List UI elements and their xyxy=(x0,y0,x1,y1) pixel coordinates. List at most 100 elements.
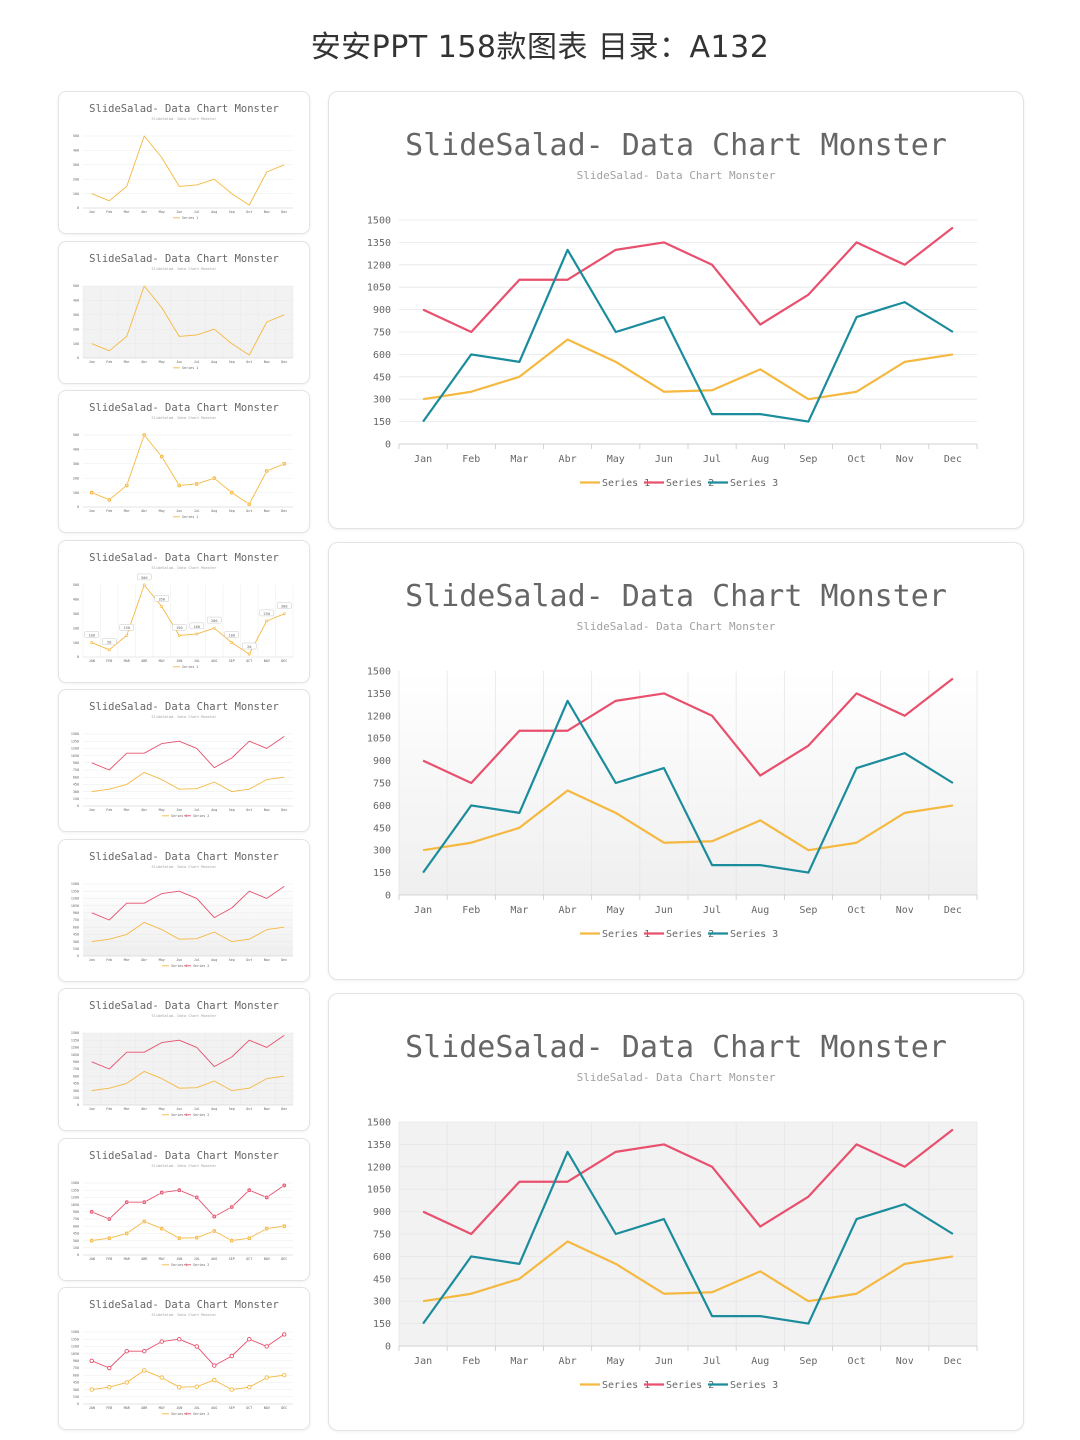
data-label: 160 xyxy=(194,625,201,629)
x-tick-label: Oct xyxy=(848,454,866,465)
x-tick-label: Jan xyxy=(89,808,95,812)
y-tick-label: 1200 xyxy=(71,897,79,901)
y-tick-label: 1050 xyxy=(71,754,79,758)
x-tick-label: MAR xyxy=(124,1257,131,1261)
series-line-2 xyxy=(422,226,954,334)
data-point xyxy=(159,1339,164,1344)
x-tick-label: Jan xyxy=(89,509,95,513)
x-tick-label: Oct xyxy=(848,1356,866,1367)
x-tick-label: Dec xyxy=(281,808,287,812)
x-tick-label: ABR xyxy=(141,659,148,663)
data-point-highlight xyxy=(230,1206,233,1208)
y-tick-label: 1200 xyxy=(71,747,79,751)
y-tick-label: 750 xyxy=(73,1217,79,1221)
y-tick-label: 1500 xyxy=(367,667,391,678)
data-point xyxy=(282,612,286,616)
data-label-box xyxy=(207,616,222,624)
legend-label: Series 2 xyxy=(193,814,209,818)
y-tick-label: 450 xyxy=(73,1082,79,1086)
thumbnail-card[interactable]: SlideSalad- Data Chart Monster SlideSalad… xyxy=(58,689,310,832)
data-point-highlight xyxy=(125,1232,128,1235)
x-tick-label: May xyxy=(159,808,165,812)
data-label: 20 xyxy=(247,645,251,649)
x-tick-label: AUG xyxy=(211,659,217,663)
thumbnail-card[interactable]: SlideSalad- Data Chart Monster SlideSalad… xyxy=(58,241,310,384)
x-tick-label: Feb xyxy=(106,958,112,962)
x-tick-label: MAY xyxy=(159,659,165,663)
y-tick-label: 1500 xyxy=(367,1118,391,1129)
series-line-2 xyxy=(91,1185,285,1220)
data-point-highlight xyxy=(195,1196,198,1199)
y-tick-label: 1500 xyxy=(71,882,79,886)
x-tick-label: Dec xyxy=(281,210,287,214)
data-point xyxy=(160,605,164,609)
x-tick-label: Mar xyxy=(124,210,130,214)
x-tick-label: JAN xyxy=(89,659,95,663)
data-point-highlight xyxy=(143,1220,146,1223)
data-point-highlight xyxy=(248,1189,251,1192)
y-tick-label: 1050 xyxy=(71,904,79,908)
x-tick-label: Oct xyxy=(246,210,252,214)
thumbnail-card[interactable]: SlideSalad- Data Chart Monster SlideSalad… xyxy=(58,540,310,683)
x-tick-label: OCT xyxy=(246,1257,252,1261)
x-tick-label: SEP xyxy=(229,1406,235,1410)
x-tick-label: ABR xyxy=(141,1406,148,1410)
series-line-1 xyxy=(91,921,285,943)
data-point-highlight xyxy=(90,1239,93,1242)
thumbnail-card[interactable]: SlideSalad- Data Chart Monster SlideSalad… xyxy=(58,839,310,982)
x-tick-label: JUN xyxy=(176,1406,182,1410)
x-tick-label: Abr xyxy=(559,905,577,916)
data-point-highlight xyxy=(230,1239,233,1242)
thumbnail-card[interactable]: SlideSalad- Data Chart Monster SlideSalad… xyxy=(58,390,310,533)
data-point xyxy=(124,1348,129,1354)
data-point xyxy=(282,1332,287,1337)
data-point-highlight xyxy=(195,482,198,485)
y-tick-label: 450 xyxy=(373,1274,391,1285)
thumbnail-card[interactable]: SlideSalad- Data Chart Monster SlideSalad… xyxy=(58,91,310,234)
thumbnail-line-chart: SlideSalad- Data Chart Monster SlideSalad… xyxy=(71,851,293,968)
x-tick-label: JAN xyxy=(89,1406,95,1410)
x-tick-label: Jun xyxy=(176,360,182,364)
data-point-highlight xyxy=(143,434,146,436)
data-point-highlight xyxy=(108,1218,111,1220)
y-tick-label: 300 xyxy=(373,395,391,406)
data-label-box xyxy=(277,602,292,609)
data-point xyxy=(177,1384,182,1390)
x-tick-label: Mar xyxy=(124,1107,130,1111)
data-point xyxy=(230,641,234,645)
y-tick-label: 600 xyxy=(73,1373,79,1377)
data-label-box xyxy=(259,609,274,617)
chart-card: SlideSalad- Data Chart Monster SlideSalad… xyxy=(328,542,1024,980)
y-tick-label: 0 xyxy=(77,655,79,659)
chart-title: SlideSalad- Data Chart Monster xyxy=(89,253,279,265)
x-tick-label: OCT xyxy=(246,659,252,663)
y-tick-label: 0 xyxy=(77,356,79,360)
x-tick-label: Mar xyxy=(510,905,528,916)
series-line-3 xyxy=(422,1150,954,1325)
x-tick-label: Jan xyxy=(89,210,95,214)
chart-title: SlideSalad- Data Chart Monster xyxy=(89,851,279,863)
x-tick-label: NOV xyxy=(264,659,270,663)
chart-card: SlideSalad- Data Chart Monster SlideSalad… xyxy=(328,993,1024,1431)
y-tick-label: 300 xyxy=(73,313,79,317)
x-tick-label: Sep xyxy=(229,509,235,513)
series-line-1 xyxy=(422,338,954,401)
x-tick-label: Feb xyxy=(462,454,480,465)
series-line-1 xyxy=(422,1240,954,1303)
x-tick-label: Feb xyxy=(106,210,112,214)
y-tick-label: 900 xyxy=(373,1207,391,1218)
x-tick-label: ABR xyxy=(141,1257,148,1261)
data-point-highlight xyxy=(90,1210,93,1213)
data-point-highlight xyxy=(160,1191,163,1194)
thumbnail-card[interactable]: SlideSalad- Data Chart Monster SlideSalad… xyxy=(58,988,310,1131)
x-tick-label: Aug xyxy=(751,1356,769,1367)
x-tick-label: Jul xyxy=(194,808,200,812)
x-tick-label: Oct xyxy=(246,808,252,812)
x-tick-label: Sep xyxy=(799,1356,817,1367)
x-tick-label: Jun xyxy=(176,808,182,812)
y-tick-label: 750 xyxy=(73,768,79,772)
series-line-1 xyxy=(91,771,285,793)
thumbnail-card[interactable]: SlideSalad- Data Chart Monster SlideSalad… xyxy=(58,1287,310,1430)
y-tick-label: 750 xyxy=(73,918,79,922)
thumbnail-card[interactable]: SlideSalad- Data Chart Monster SlideSalad… xyxy=(58,1138,310,1281)
